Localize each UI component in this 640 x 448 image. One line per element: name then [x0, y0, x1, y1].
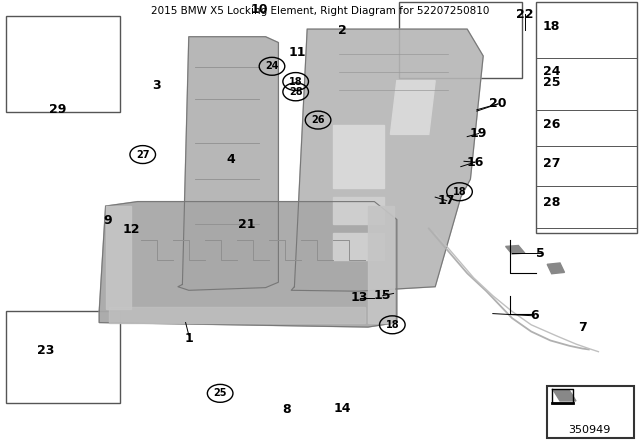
Text: 29: 29 [49, 103, 67, 116]
Text: 27: 27 [136, 150, 150, 159]
Text: 18: 18 [385, 320, 399, 330]
Text: 23: 23 [37, 344, 55, 357]
Bar [536, 2, 637, 233]
Text: 15: 15 [374, 289, 392, 302]
Text: 17: 17 [438, 194, 456, 207]
Polygon shape [547, 263, 564, 274]
Text: 350949: 350949 [568, 425, 611, 435]
Text: 9: 9 [103, 214, 112, 228]
Text: 14: 14 [333, 402, 351, 415]
Polygon shape [390, 81, 435, 134]
Text: 2015 BMW X5 Locking Element, Right Diagram for 52207250810: 2015 BMW X5 Locking Element, Right Diagr… [151, 6, 489, 16]
Text: 11: 11 [289, 46, 307, 60]
Polygon shape [109, 307, 365, 323]
Polygon shape [333, 125, 384, 188]
Text: 25: 25 [213, 388, 227, 398]
Polygon shape [106, 206, 131, 309]
Polygon shape [291, 29, 483, 291]
Text: 20: 20 [489, 97, 507, 111]
Text: 3: 3 [152, 78, 161, 92]
Text: 16: 16 [466, 155, 484, 169]
Text: 1: 1 [184, 332, 193, 345]
Bar [6, 311, 120, 403]
Text: 21: 21 [237, 218, 255, 232]
Polygon shape [178, 37, 278, 290]
Polygon shape [506, 246, 525, 254]
Polygon shape [554, 391, 576, 401]
Text: 28: 28 [289, 87, 303, 97]
Bar [547, 386, 634, 438]
Text: 13: 13 [351, 291, 369, 305]
Text: 2: 2 [338, 24, 347, 37]
Text: 12: 12 [122, 223, 140, 236]
Text: 26: 26 [543, 118, 560, 131]
Bar [6, 16, 120, 112]
Text: 25: 25 [543, 76, 560, 90]
Polygon shape [333, 197, 384, 224]
Text: 4: 4 [226, 152, 235, 166]
Text: 8: 8 [282, 403, 291, 417]
Text: 6: 6 [530, 309, 539, 323]
Text: 26: 26 [311, 115, 325, 125]
Text: 19: 19 [470, 127, 488, 140]
Text: 18: 18 [452, 187, 467, 197]
Text: 24: 24 [543, 65, 560, 78]
Text: 7: 7 [578, 320, 587, 334]
Text: 5: 5 [536, 246, 545, 260]
Polygon shape [368, 206, 394, 323]
Bar [399, 2, 522, 78]
Text: 22: 22 [516, 8, 534, 21]
Polygon shape [333, 233, 384, 260]
Text: 10: 10 [250, 3, 268, 17]
Text: 27: 27 [543, 157, 560, 170]
Text: 28: 28 [543, 196, 560, 209]
Polygon shape [99, 202, 397, 327]
Text: 18: 18 [289, 77, 303, 86]
Text: 24: 24 [265, 61, 279, 71]
Text: 18: 18 [543, 20, 560, 34]
